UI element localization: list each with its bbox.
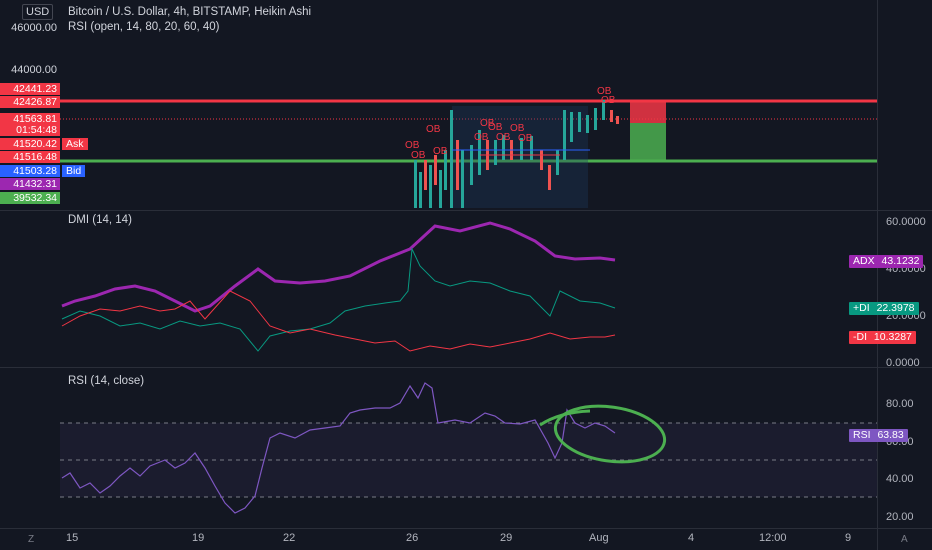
minus-di-tag-value: 10.3287 xyxy=(873,331,912,343)
ob-marker: OB xyxy=(488,122,503,133)
price-scale-border xyxy=(877,0,878,550)
annotation-ellipse xyxy=(553,404,667,464)
zoom-icon[interactable]: Z xyxy=(28,534,35,545)
price-tag: 42441.23 xyxy=(0,83,60,95)
candlesticks xyxy=(414,100,619,208)
bid-price-tag: 41503.28 xyxy=(0,165,60,177)
dmi-axis-label: 60.0000 xyxy=(886,216,926,228)
rsi-axis-label: 80.00 xyxy=(886,398,914,410)
plus-di-value-tag: +DI 22.3978 xyxy=(849,302,919,315)
pane-separator-bottom[interactable] xyxy=(0,367,932,368)
ask-price-tag: 41520.42 xyxy=(0,138,60,150)
ob-marker: OB xyxy=(601,95,616,106)
dmi-chart[interactable] xyxy=(0,211,877,367)
last-price-tag: 41563.81 xyxy=(0,113,60,125)
ob-marker: OB xyxy=(411,150,426,161)
rsi-chart[interactable] xyxy=(0,368,877,528)
ob-marker: OB xyxy=(496,132,511,143)
left-axis-label: 46000.00 xyxy=(11,22,57,34)
ob-marker: OB xyxy=(433,146,448,157)
rsi-tag-value: 63.83 xyxy=(877,429,904,441)
price-tag: 42426.87 xyxy=(0,96,60,108)
ob-marker: OB xyxy=(518,133,533,144)
left-axis-label: 44000.00 xyxy=(11,64,57,76)
time-axis-label: 26 xyxy=(406,532,419,544)
adx-line xyxy=(61,221,616,313)
dmi-axis-label: 0.0000 xyxy=(886,357,920,369)
time-axis-border xyxy=(0,528,932,529)
rsi-legend[interactable]: RSI (14, close) xyxy=(68,375,145,387)
countdown-tag: 01:54:48 xyxy=(0,124,60,136)
currency-badge[interactable]: USD xyxy=(22,4,54,20)
price-tag: 41432.31 xyxy=(0,178,60,190)
plus-di-tag-value: 22.3978 xyxy=(876,302,915,314)
position-loss-zone xyxy=(630,102,666,123)
adx-tag-name: ADX xyxy=(853,255,875,267)
ob-marker: OB xyxy=(405,140,420,151)
time-axis-label: 15 xyxy=(66,532,79,544)
time-axis-label: 12:00 xyxy=(759,532,787,544)
time-axis-label: 19 xyxy=(192,532,205,544)
ob-marker: OB xyxy=(597,86,612,97)
rsi-axis-label: 40.00 xyxy=(886,473,914,485)
rsi-line xyxy=(61,382,616,514)
price-tag: 39532.34 xyxy=(0,192,60,204)
rsi-tag-name: RSI xyxy=(853,429,871,441)
time-axis-label: 9 xyxy=(845,532,852,544)
ob-marker: OB xyxy=(426,124,441,135)
rsi-axis-label: 20.00 xyxy=(886,511,914,523)
bid-label: Bid xyxy=(62,165,86,177)
auto-scale-icon[interactable]: A xyxy=(901,534,908,545)
plus-di-line xyxy=(61,247,616,352)
annotation-curve xyxy=(539,409,591,427)
dmi-legend[interactable]: DMI (14, 14) xyxy=(68,214,132,226)
adx-value-tag: ADX 43.1232 xyxy=(849,255,924,268)
price-tag: 41516.48 xyxy=(0,151,60,163)
position-profit-zone xyxy=(630,123,666,161)
time-axis-label: Aug xyxy=(589,532,609,544)
minus-di-value-tag: -DI 10.3287 xyxy=(849,331,916,344)
overlay-indicator-legend[interactable]: RSI (open, 14, 80, 20, 60, 40) xyxy=(68,21,220,33)
minus-di-tag-name: -DI xyxy=(853,331,867,343)
ask-label: Ask xyxy=(62,138,88,150)
ob-marker: OB xyxy=(474,132,489,143)
pane-separator-top[interactable] xyxy=(0,210,932,211)
time-axis-label: 22 xyxy=(283,532,296,544)
price-chart[interactable] xyxy=(0,0,932,210)
minus-di-line xyxy=(61,290,616,352)
time-axis-label: 4 xyxy=(688,532,695,544)
rsi-value-tag: RSI 63.83 xyxy=(849,429,908,442)
adx-tag-value: 43.1232 xyxy=(881,255,920,267)
ob-marker: OB xyxy=(480,118,495,129)
time-axis-label: 29 xyxy=(500,532,513,544)
chart-title: Bitcoin / U.S. Dollar, 4h, BITSTAMP, Hei… xyxy=(68,6,312,18)
plus-di-tag-name: +DI xyxy=(853,302,870,314)
ob-marker: OB xyxy=(510,123,525,134)
